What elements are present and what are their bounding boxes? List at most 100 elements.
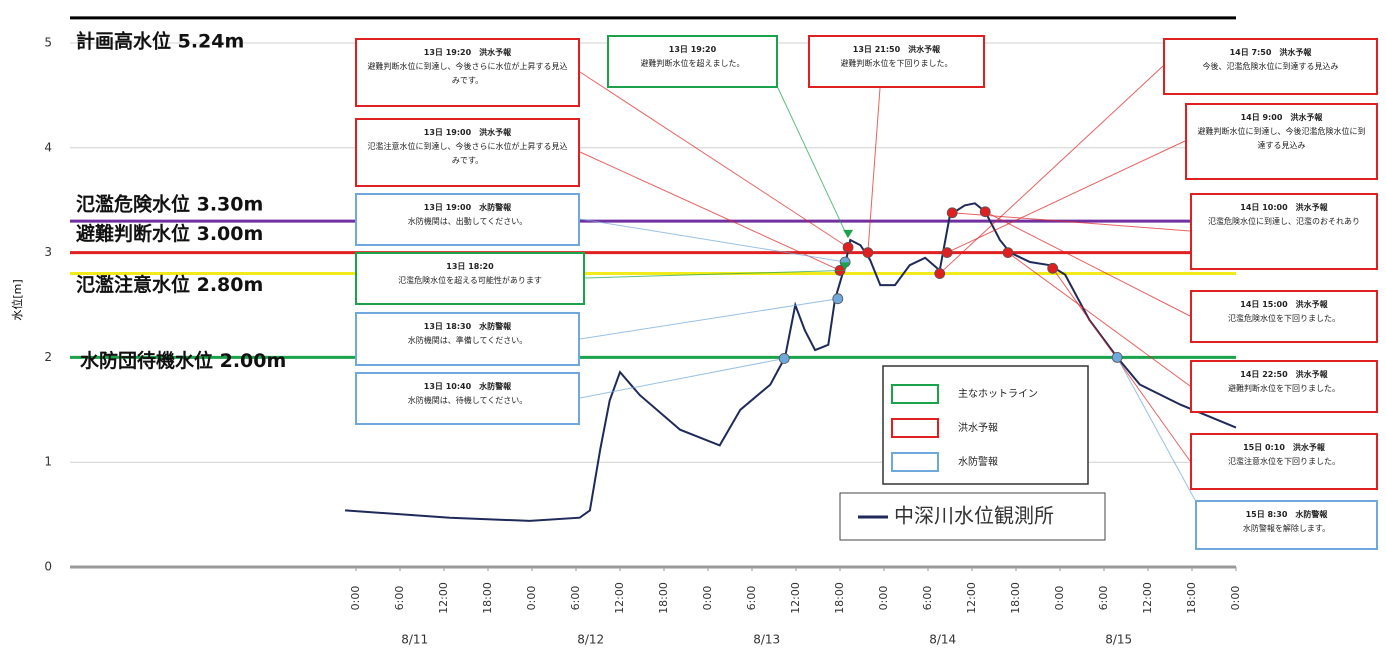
date-label: 8/11 [401,633,428,647]
threshold-label: 氾濫注意水位 2.80m [76,273,263,296]
annotation-arrow [579,71,849,248]
annotation-point [862,247,874,259]
annotation-box: 13日 10:40 水防警報 水防機関は、待機してください。 [355,372,580,425]
annotation-arrow [579,151,841,271]
annotation-heading: 14日 7:50 洪水予報 [1229,48,1312,57]
y-tick-label: 0 [44,560,52,574]
annotation-point [843,229,854,238]
annotation-arrow [1116,357,1196,501]
annotation-text: 避難判断水位を下回りました。 [1228,384,1340,393]
annotation-text: 避難判断水位を超えました。 [640,59,745,68]
y-tick-label: 2 [44,350,52,364]
annotation-arrow [1007,252,1191,387]
x-tick-label: 12:00 [437,582,450,614]
annotation-point [946,207,958,219]
annotation-heading: 13日 19:20 [668,45,717,54]
legend-swatch [891,418,939,438]
annotation-text: 避難判断水位に到達し、今後氾濫危険水位に到達する見込み [1197,127,1366,150]
annotation-text: 今後、氾濫危険水位に到達する見込み [1202,62,1339,71]
annotation-text: 氾濫危険水位に到達し、氾濫のおそれあり [1208,217,1360,226]
legend-label: 洪水予報 [958,422,998,434]
annotation-arrow [584,269,846,279]
threshold-label: 計画高水位 5.24m [76,29,244,52]
annotation-box: 13日 18:30 水防警報水防機関は、準備してください。 [355,312,580,366]
x-tick-label: 18:00 [657,582,670,614]
annotation-box: 13日 21:50 洪水予報避難判断水位を下回りました。 [808,35,985,88]
annotation-heading: 13日 18:30 水防警報 [423,322,512,331]
annotation-arrow [952,212,1191,232]
annotation-text: 氾濫注意水位に到達し、今後さらに水位が上昇する見込みです。 [367,142,568,165]
legend-label: 主なホットライン [958,388,1038,400]
y-tick-label: 3 [44,245,52,259]
annotation-text: 避難判断水位を下回りました。 [840,59,953,68]
annotation-arrow [579,357,785,399]
date-label: 8/12 [577,633,604,647]
y-tick-label: 4 [44,140,52,154]
x-tick-label: 0:00 [1053,586,1066,611]
annotation-heading: 14日 15:00 洪水予報 [1240,300,1328,309]
annotation-arrow [579,218,846,263]
annotation-point [778,353,790,364]
x-tick-label: 12:00 [1141,582,1154,614]
annotation-point [1111,351,1123,363]
annotation-box: 14日 22:50 洪水予報 避難判断水位を下回りました。 [1190,360,1378,413]
legend-frame [882,365,1089,485]
x-tick-label: 0:00 [877,586,890,611]
legend-label: 水防警報 [958,455,998,468]
legend-swatch [891,452,939,472]
series-line [344,202,1237,522]
annotation-box: 13日 19:20 避難判断水位を超えました。 [607,35,778,88]
annotation-arrow [984,211,1191,317]
threshold-label: 氾濫危険水位 3.30m [76,193,263,216]
annotation-heading: 14日 9:00 洪水予報 [1240,113,1323,122]
legend-swatch [891,384,939,404]
annotation-box: 13日 19:00 水防警報水防機関は、出動してください。 [355,193,580,246]
annotation-box: 13日 18:20 氾濫危険水位を超える可能性があります [355,252,585,305]
annotation-heading: 13日 21:50 洪水予報 [852,45,941,54]
x-tick-label: 18:00 [1185,582,1198,614]
x-tick-label: 18:00 [481,582,494,614]
annotation-text: 水防警報を解除します。 [1242,524,1331,533]
annotation-box: 13日 19:20 洪水予報避難判断水位に到達し、今後さらに水位が上昇する見込み… [355,38,580,107]
annotation-arrow [946,140,1186,254]
x-tick-label: 12:00 [965,582,978,614]
x-tick-label: 6:00 [1097,586,1110,611]
y-axis-label: 水位[m] [10,279,24,320]
annotation-text: 水防機関は、出動してください。 [407,217,528,226]
annotation-point [842,241,854,253]
annotation-heading: 13日 10:40 水防警報 [423,382,512,391]
x-tick-label: 0:00 [349,586,362,611]
annotation-box: 15日 0:10 洪水予報 氾濫注意水位を下回りました。 [1190,433,1378,490]
annotation-heading: 14日 10:00 洪水予報 [1240,203,1328,212]
annotation-text: 避難判断水位に到達し、今後さらに水位が上昇する見込みです。 [367,62,568,85]
x-tick-label: 0:00 [525,586,538,611]
annotation-box: 14日 10:00 洪水予報氾濫危険水位に到達し、氾濫のおそれあり [1190,193,1378,270]
threshold-label: 水防団待機水位 2.00m [80,349,286,372]
x-tick-label: 18:00 [1009,582,1022,614]
annotation-text: 氾濫危険水位を超える可能性があります [398,276,542,285]
annotation-arrow [579,298,838,340]
x-tick-label: 6:00 [745,586,758,611]
y-tick-label: 5 [44,36,52,50]
annotation-point [979,206,991,218]
legend-label: 中深川水位観測所 [894,504,1054,528]
annotation-heading: 13日 18:20 [446,262,494,271]
annotation-heading: 13日 19:20 洪水予報 [423,48,512,57]
annotation-point [840,262,851,271]
annotation-arrow [867,87,881,253]
annotation-heading: 13日 19:00 洪水予報 [423,128,512,137]
x-tick-label: 6:00 [393,586,406,611]
annotation-text: 水防機関は、準備してください。 [407,336,528,345]
annotation-heading: 15日 0:10 洪水予報 [1243,443,1325,452]
annotation-text: 氾濫危険水位を下回りました。 [1228,314,1340,323]
x-tick-label: 6:00 [921,586,934,611]
x-tick-label: 0:00 [1229,586,1242,611]
annotation-heading: 13日 19:00 水防警報 [423,203,512,212]
annotation-point [934,268,946,279]
x-tick-label: 0:00 [701,586,714,611]
x-tick-label: 12:00 [613,582,626,614]
annotation-heading: 15日 8:30 水防警報 [1245,510,1328,519]
annotation-box: 14日 7:50 洪水予報今後、氾濫危険水位に到達する見込み [1163,38,1378,95]
